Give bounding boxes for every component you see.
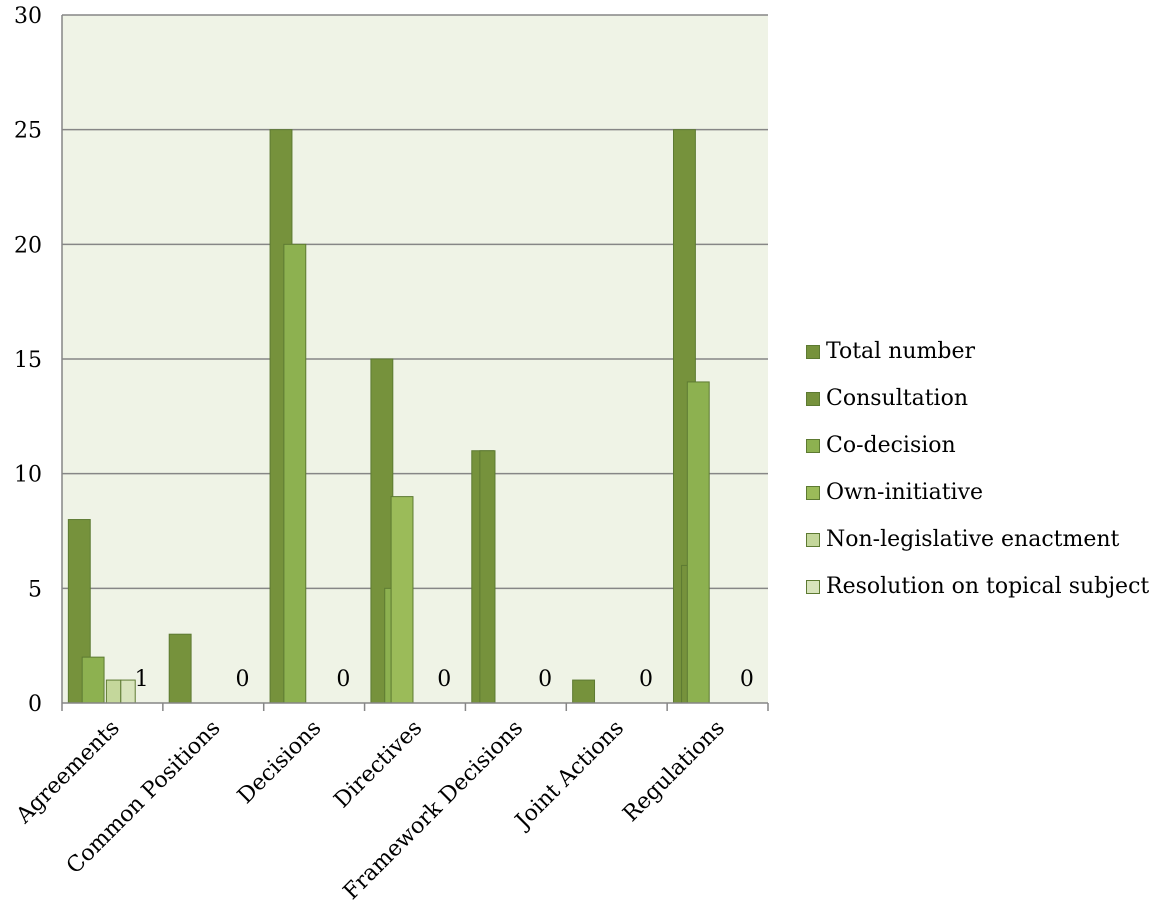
bar-5-0: [120, 679, 136, 704]
legend-swatch: [806, 391, 820, 406]
bar-1-4: [479, 450, 496, 704]
bar-2-6: [686, 381, 710, 704]
x-tick-label: Framework Decisions: [339, 716, 528, 905]
y-tick-label: 20: [14, 233, 42, 258]
bar-4-0: [105, 679, 122, 704]
bar-3-3: [390, 496, 414, 704]
bar-0-1: [168, 633, 192, 704]
data-label: 0: [336, 667, 350, 692]
legend-label: Co-decision: [826, 433, 956, 458]
y-tick-label: 5: [28, 577, 42, 602]
legend-swatch: [806, 485, 820, 500]
x-tick-label: Regulations: [618, 716, 729, 827]
legend-swatch: [806, 532, 820, 547]
legend-item: Total number: [806, 328, 1162, 375]
x-tick-label: Directives: [330, 716, 428, 814]
legend: Total number Consultation Co-decision Own-i…: [806, 328, 1162, 610]
legend-label: Total number: [826, 339, 976, 364]
legend-swatch: [806, 579, 820, 594]
legend-swatch: [806, 344, 820, 359]
legend-item: Own-initiative: [806, 469, 1162, 516]
legend-item: Non-legislative enactment: [806, 516, 1162, 563]
legend-swatch: [806, 438, 820, 453]
data-label: 0: [740, 667, 754, 692]
y-tick-label: 15: [14, 348, 42, 373]
legend-item: Consultation: [806, 375, 1162, 422]
y-tick-label: 25: [14, 119, 42, 144]
x-tick-label: Agreements: [11, 716, 125, 830]
legend-item: Co-decision: [806, 422, 1162, 469]
legend-label: Resolution on topical subject: [826, 574, 1150, 599]
legend-label: Consultation: [826, 386, 968, 411]
y-tick-label: 0: [28, 692, 42, 717]
data-label: 0: [639, 667, 653, 692]
data-label: 0: [236, 667, 250, 692]
x-tick-label: Decisions: [233, 716, 326, 809]
legend-label: Non-legislative enactment: [826, 527, 1120, 552]
data-label: 0: [437, 667, 451, 692]
y-tick-label: 30: [14, 4, 42, 29]
bar-2-2: [283, 243, 307, 704]
bar-0-5: [572, 679, 596, 704]
legend-item: Resolution on topical subject: [806, 563, 1162, 610]
legend-label: Own-initiative: [826, 480, 984, 505]
bar-2-0: [81, 656, 105, 704]
data-label: 0: [538, 667, 552, 692]
y-tick-label: 10: [14, 463, 42, 488]
data-label: 1: [135, 667, 149, 692]
